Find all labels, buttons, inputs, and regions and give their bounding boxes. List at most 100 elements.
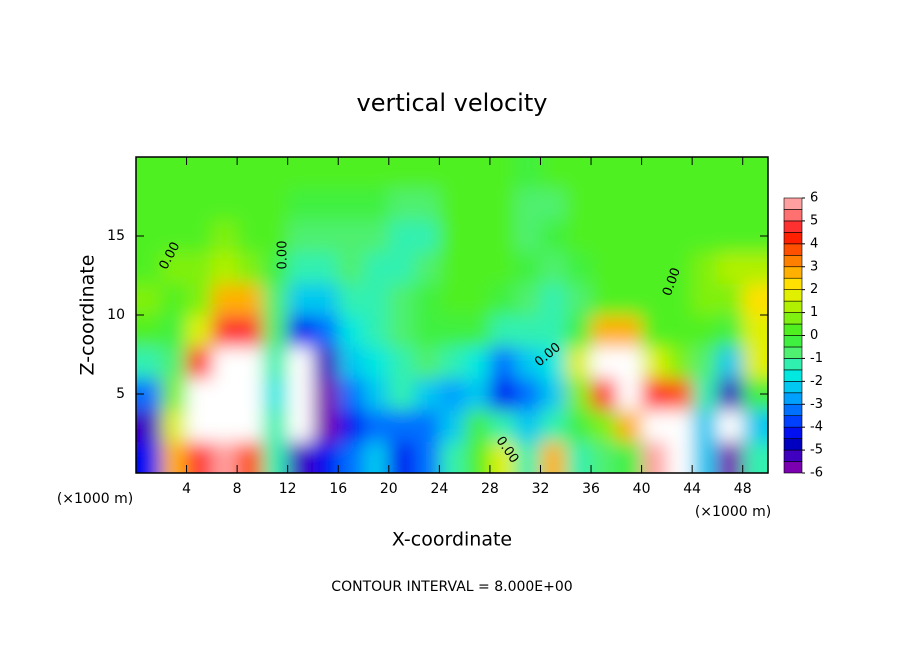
x-tick-label: 4 <box>182 481 191 497</box>
colorbar-swatch <box>783 312 803 325</box>
cell <box>262 409 289 442</box>
cell <box>666 315 693 348</box>
cell <box>439 283 466 316</box>
cell <box>237 315 263 348</box>
cell <box>515 346 541 379</box>
cell <box>136 188 162 221</box>
cell <box>666 346 693 379</box>
x-tick-label: 20 <box>380 481 398 497</box>
cell <box>742 251 768 284</box>
cell <box>363 283 390 316</box>
cell <box>363 315 390 348</box>
cell <box>414 378 440 411</box>
cell <box>262 441 289 473</box>
cell <box>211 157 238 190</box>
x-unit: (×1000 m) <box>695 504 771 520</box>
cell <box>515 188 541 221</box>
cell <box>338 441 365 473</box>
cell <box>666 441 693 473</box>
cell <box>161 188 188 221</box>
cell <box>717 157 744 190</box>
cell <box>717 283 744 316</box>
cell <box>591 378 617 411</box>
cell <box>161 315 188 348</box>
cell <box>312 283 339 316</box>
cell <box>161 283 188 316</box>
colorbar-label: 4 <box>810 236 818 251</box>
cell <box>312 378 339 411</box>
cell <box>439 315 466 348</box>
cell <box>388 251 415 284</box>
cell <box>388 188 415 221</box>
cell <box>742 188 768 221</box>
cell <box>161 441 188 473</box>
cell <box>540 157 567 190</box>
cell <box>641 315 668 348</box>
cell <box>742 409 768 442</box>
cell <box>186 378 213 411</box>
cell <box>186 157 213 190</box>
cell <box>464 346 491 379</box>
cell <box>262 378 289 411</box>
cell <box>692 441 718 473</box>
cell <box>591 220 617 253</box>
cell <box>136 441 162 473</box>
cell <box>489 346 516 379</box>
cell <box>262 315 289 348</box>
cell <box>136 283 162 316</box>
colorbar-swatch <box>783 461 803 474</box>
cell <box>211 188 238 221</box>
cell <box>363 251 390 284</box>
cell <box>540 251 567 284</box>
cell <box>616 188 643 221</box>
cell <box>591 315 617 348</box>
colorbar-swatch <box>783 426 803 439</box>
cell <box>616 220 643 253</box>
x-tick-label: 32 <box>532 481 550 497</box>
cell <box>591 346 617 379</box>
cell <box>414 283 440 316</box>
cell <box>489 220 516 253</box>
cell <box>464 251 491 284</box>
cell <box>237 283 263 316</box>
cell <box>237 378 263 411</box>
cell <box>489 188 516 221</box>
cell <box>262 251 289 284</box>
cell <box>666 283 693 316</box>
colorbar-swatch <box>783 266 803 279</box>
colorbar-swatch <box>783 197 803 210</box>
cell <box>439 378 466 411</box>
contour-label: 0.00 <box>276 241 291 270</box>
cell <box>666 251 693 284</box>
cell <box>692 188 718 221</box>
cell <box>338 346 365 379</box>
cell <box>312 441 339 473</box>
cell <box>641 251 668 284</box>
cell <box>136 157 162 190</box>
cell <box>489 409 516 442</box>
cell <box>338 188 365 221</box>
cell <box>237 220 263 253</box>
cell <box>439 188 466 221</box>
cell <box>464 188 491 221</box>
x-tick-label: 28 <box>481 481 499 497</box>
field <box>136 157 768 473</box>
cell <box>414 346 440 379</box>
cell <box>540 378 567 411</box>
cell <box>666 409 693 442</box>
cell <box>136 251 162 284</box>
cell <box>439 441 466 473</box>
cell <box>439 409 466 442</box>
cell <box>388 409 415 442</box>
cell <box>616 283 643 316</box>
cell <box>363 346 390 379</box>
footer: CONTOUR INTERVAL = 8.000E+00 <box>331 579 572 595</box>
colorbar-swatch <box>783 415 803 428</box>
colorbar-swatch <box>783 346 803 359</box>
cell <box>262 220 289 253</box>
colorbar-label: 1 <box>810 305 818 320</box>
cell <box>186 220 213 253</box>
cell <box>136 346 162 379</box>
cell <box>464 441 491 473</box>
